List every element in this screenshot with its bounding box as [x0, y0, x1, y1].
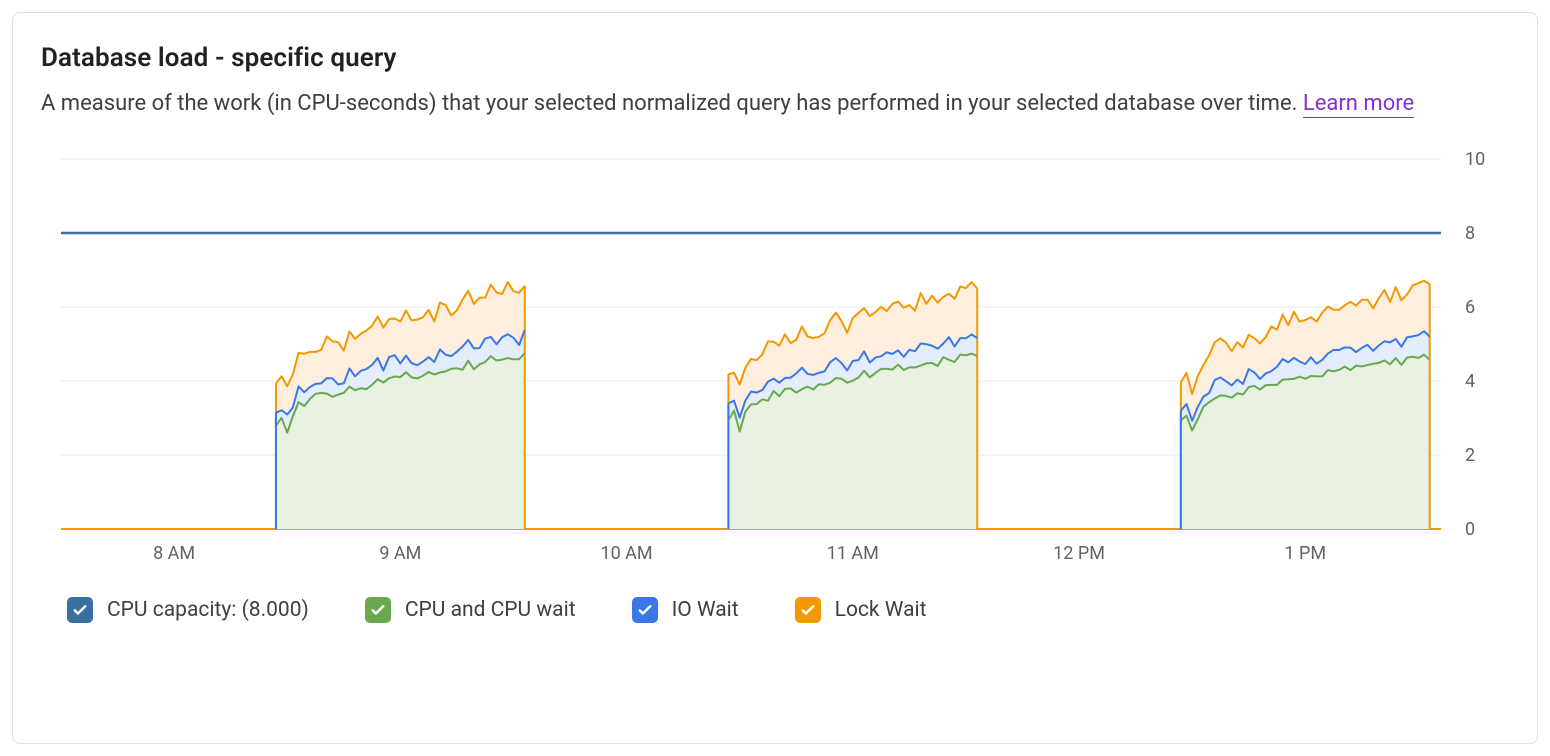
svg-text:10: 10 [1465, 149, 1485, 170]
legend-checkbox-cpu[interactable] [365, 597, 391, 623]
legend-item-capacity[interactable]: CPU capacity: (8.000) [67, 597, 309, 623]
legend-label-lock: Lock Wait [835, 598, 927, 622]
svg-text:8 AM: 8 AM [153, 543, 195, 564]
svg-text:12 PM: 12 PM [1053, 543, 1105, 564]
learn-more-link[interactable]: Learn more [1303, 91, 1414, 118]
legend-item-lock[interactable]: Lock Wait [795, 597, 927, 623]
svg-text:1 PM: 1 PM [1284, 543, 1326, 564]
db-load-chart: 0 2 4 6 8 10 8 AM 9 AM 10 AM 11 AM 12 PM 1 PM [41, 149, 1511, 569]
db-load-card: Database load - specific query A measure… [12, 12, 1538, 744]
svg-text:9 AM: 9 AM [379, 543, 421, 564]
subtitle-text: A measure of the work (in CPU-seconds) t… [41, 91, 1303, 116]
svg-text:2: 2 [1465, 445, 1475, 466]
svg-text:4: 4 [1465, 371, 1475, 392]
legend-checkbox-io[interactable] [632, 597, 658, 623]
legend-item-cpu[interactable]: CPU and CPU wait [365, 597, 576, 623]
svg-text:11 AM: 11 AM [827, 543, 879, 564]
svg-text:0: 0 [1465, 519, 1475, 540]
svg-text:6: 6 [1465, 297, 1475, 318]
legend-checkbox-lock[interactable] [795, 597, 821, 623]
card-subtitle: A measure of the work (in CPU-seconds) t… [41, 87, 1441, 121]
chart-container: 0 2 4 6 8 10 8 AM 9 AM 10 AM 11 AM 12 PM 1 PM [41, 149, 1509, 579]
legend-label-capacity: CPU capacity: (8.000) [107, 598, 309, 622]
legend-item-io[interactable]: IO Wait [632, 597, 739, 623]
legend-label-cpu: CPU and CPU wait [405, 598, 576, 622]
legend-label-io: IO Wait [672, 598, 739, 622]
card-title: Database load - specific query [41, 43, 1509, 73]
legend-checkbox-capacity[interactable] [67, 597, 93, 623]
chart-legend: CPU capacity: (8.000) CPU and CPU wait IO … [41, 597, 1509, 623]
svg-text:8: 8 [1465, 223, 1475, 244]
svg-text:10 AM: 10 AM [600, 543, 652, 564]
